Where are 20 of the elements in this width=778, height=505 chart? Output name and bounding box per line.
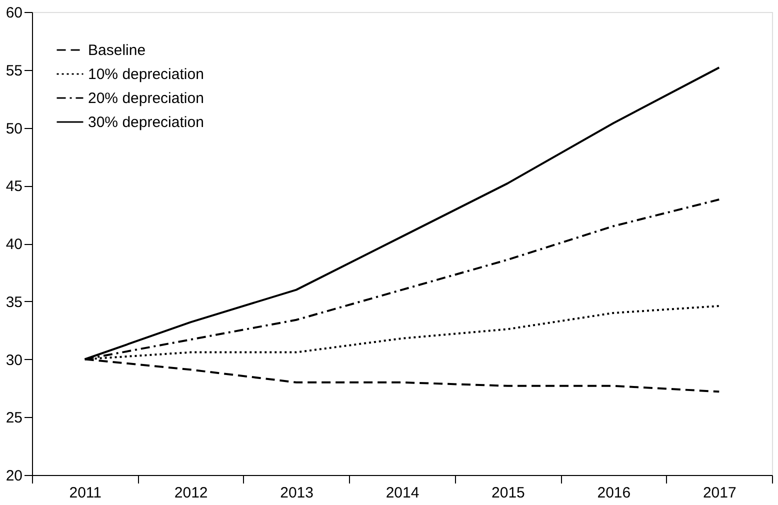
y-tick-label: 30	[6, 352, 22, 369]
y-tick-label: 60	[6, 4, 22, 22]
x-tick-label: 2015	[492, 484, 525, 502]
legend-label: 30% depreciation	[88, 114, 204, 131]
y-tick-label: 50	[6, 120, 22, 138]
x-tick-label: 2016	[597, 484, 631, 502]
y-tick-label: 20	[6, 468, 22, 484]
y-tick-label: 40	[6, 236, 22, 253]
legend-label: 10% depreciation	[88, 66, 204, 83]
x-tick-label: 2011	[69, 484, 102, 502]
y-tick-label: 35	[6, 294, 22, 311]
x-tick-label: 2014	[386, 484, 420, 502]
legend-label: 20% depreciation	[88, 90, 204, 107]
x-tick-label: 2017	[702, 484, 736, 502]
y-tick-label: 55	[6, 62, 22, 80]
x-tick-label: 2012	[174, 484, 208, 502]
y-tick-label: 45	[6, 178, 22, 196]
legend-label: Baseline	[88, 42, 146, 59]
x-tick-label: 2013	[280, 484, 314, 502]
y-tick-label: 25	[6, 410, 22, 427]
